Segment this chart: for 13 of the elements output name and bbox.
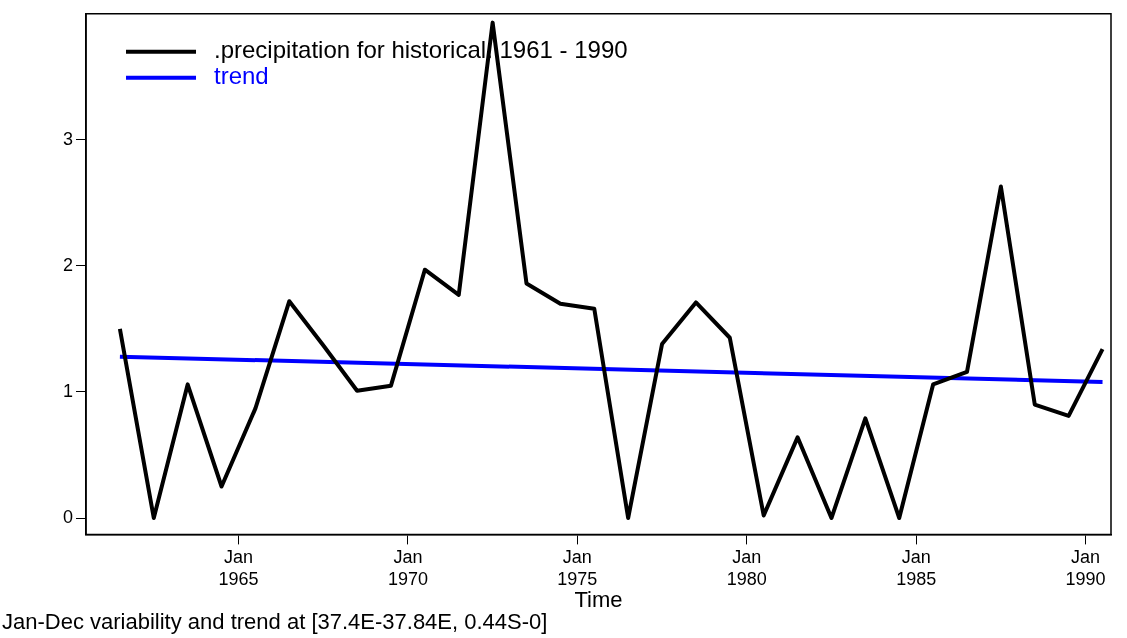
x-tick-label: Jan 1975 — [557, 547, 598, 589]
text: Jan-Dec variability and trend at [37.4E-37.84E, 0.44S-0] — [2, 609, 548, 635]
x-tick-label: Jan 1980 — [726, 547, 767, 589]
x-tick-label: Jan 1970 — [387, 547, 428, 589]
x-tick-label: Jan 1990 — [1065, 547, 1106, 589]
y-tick-label: 0 — [63, 506, 74, 527]
legend-label: trend — [214, 62, 269, 90]
y-tick-label: 1 — [63, 380, 74, 401]
y-tick-label: 3 — [63, 128, 74, 149]
x-axis-title: Time — [574, 586, 623, 612]
y-tick-label: 2 — [63, 254, 74, 275]
x-tick-label: Jan 1985 — [896, 547, 937, 589]
x-tick-label: Jan 1965 — [218, 547, 259, 589]
